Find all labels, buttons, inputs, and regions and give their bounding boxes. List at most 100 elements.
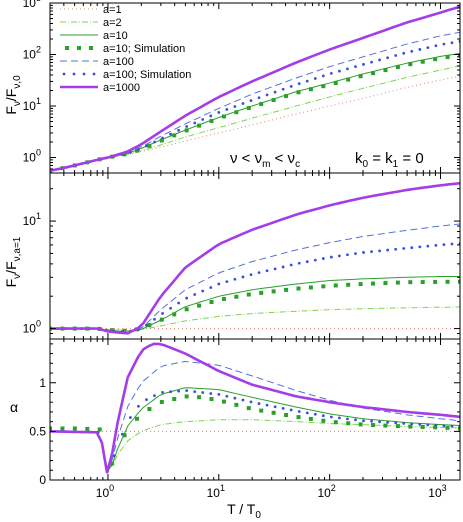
legend-swatch-a-100-simulation bbox=[82, 72, 86, 76]
marker-a-100-simulation-bottom-42 bbox=[386, 420, 390, 424]
marker-a-100-simulation-middle-26 bbox=[257, 271, 261, 275]
marker-a-100-simulation-bottom-40 bbox=[370, 419, 373, 423]
marker-a-100-simulation-top-20 bbox=[209, 114, 213, 118]
marker-a-10-simulation-bottom-5 bbox=[110, 461, 115, 466]
marker-a-100-simulation-middle-33 bbox=[313, 258, 317, 262]
marker-a-100-simulation-bottom-8 bbox=[112, 454, 116, 458]
legend-swatch-a-10-simulation bbox=[89, 46, 93, 50]
marker-a-10-simulation-middle-6 bbox=[122, 328, 127, 333]
marker-a-10-simulation-middle-32 bbox=[445, 279, 450, 284]
marker-a-100-simulation-top-27 bbox=[265, 93, 269, 97]
marker-a-10-simulation-middle-27 bbox=[383, 281, 388, 286]
marker-a-10-simulation-top-24 bbox=[346, 77, 351, 82]
marker-a-100-simulation-middle-20 bbox=[209, 286, 213, 289]
marker-a-100-simulation-top-18 bbox=[193, 121, 197, 125]
marker-a-100-simulation-top-39 bbox=[362, 62, 365, 66]
marker-a-100-simulation-bottom-50 bbox=[450, 424, 454, 428]
marker-a-100-simulation-bottom-33 bbox=[313, 412, 317, 416]
ytick-label-bottom-2: 1 bbox=[39, 376, 46, 390]
middle-ylabel: Fν/Fν,a=1 bbox=[3, 236, 23, 287]
series-a-2-top bbox=[50, 65, 460, 172]
marker-a-100-simulation-bottom-9 bbox=[120, 432, 124, 436]
ytick-label-middle-0: 100 bbox=[23, 319, 41, 336]
marker-a-10-simulation-top-16 bbox=[246, 106, 251, 111]
marker-a-100-simulation-top-16 bbox=[177, 128, 181, 132]
marker-a-100-simulation-bottom-37 bbox=[346, 417, 349, 421]
marker-a-10-simulation-top-11 bbox=[184, 128, 189, 133]
panel-middle-plot bbox=[50, 181, 460, 335]
marker-a-10-simulation-bottom-18 bbox=[271, 410, 276, 415]
marker-a-10-simulation-top-27 bbox=[383, 68, 388, 73]
legend-label-a-10-simulation: a=10; Simulation bbox=[103, 43, 185, 55]
marker-a-100-simulation-bottom-45 bbox=[410, 422, 414, 426]
panel-middle-frame bbox=[49, 172, 461, 340]
marker-a-100-simulation-middle-14 bbox=[161, 312, 164, 315]
marker-a-100-simulation-middle-17 bbox=[185, 296, 189, 300]
marker-a-100-simulation-middle-36 bbox=[338, 254, 341, 258]
marker-a-100-simulation-middle-47 bbox=[426, 244, 430, 248]
marker-a-100-simulation-bottom-16 bbox=[177, 389, 181, 393]
marker-a-100-simulation-top-44 bbox=[402, 51, 406, 55]
marker-a-10-simulation-middle-28 bbox=[395, 280, 400, 285]
marker-a-10-simulation-top-8 bbox=[147, 143, 152, 148]
marker-a-10-simulation-bottom-10 bbox=[172, 397, 177, 402]
marker-a-100-simulation-bottom-29 bbox=[281, 406, 285, 410]
marker-a-10-simulation-middle-23 bbox=[333, 283, 338, 288]
marker-a-100-simulation-middle-41 bbox=[378, 249, 382, 253]
marker-a-100-simulation-middle-49 bbox=[442, 243, 446, 247]
marker-a-10-simulation-middle-9 bbox=[159, 317, 164, 322]
legend-swatch-a-100-simulation bbox=[62, 72, 66, 76]
marker-a-10-simulation-top-25 bbox=[358, 74, 363, 79]
marker-a-100-simulation-middle-38 bbox=[354, 252, 357, 255]
panel-bottom-frame bbox=[49, 338, 461, 481]
marker-a-100-simulation-middle-45 bbox=[410, 246, 414, 250]
marker-a-10-simulation-middle-21 bbox=[308, 285, 313, 290]
marker-a-10-simulation-bottom-22 bbox=[321, 418, 326, 423]
marker-a-100-simulation-top-26 bbox=[257, 96, 261, 100]
marker-a-10-simulation-middle-33 bbox=[458, 279, 460, 284]
marker-a-100-simulation-top-24 bbox=[241, 102, 245, 105]
xtick-label-1: 101 bbox=[207, 483, 225, 500]
marker-a-10-simulation-top-15 bbox=[234, 110, 239, 115]
marker-a-10-simulation-middle-15 bbox=[234, 294, 239, 299]
ytick-label-top-1: 101 bbox=[23, 96, 41, 113]
marker-a-100-simulation-middle-40 bbox=[370, 250, 373, 254]
annotation-regime: ν < νm < νc bbox=[230, 150, 300, 170]
legend-label-a-100-simulation: a=100; Simulation bbox=[103, 69, 191, 81]
marker-a-10-simulation-bottom-6 bbox=[122, 433, 127, 438]
marker-a-100-simulation-middle-30 bbox=[289, 263, 293, 267]
marker-a-10-simulation-top-19 bbox=[284, 94, 289, 99]
xtick-label-0: 100 bbox=[96, 483, 114, 500]
marker-a-100-simulation-bottom-20 bbox=[209, 392, 213, 395]
marker-a-10-simulation-middle-13 bbox=[209, 299, 214, 304]
ytick-label-bottom-1: 0.5 bbox=[29, 424, 46, 438]
marker-a-100-simulation-top-37 bbox=[346, 67, 349, 71]
marker-a-10-simulation-top-6 bbox=[122, 152, 127, 157]
marker-a-100-simulation-bottom-48 bbox=[434, 423, 438, 427]
marker-a-10-simulation-bottom-32 bbox=[445, 425, 450, 430]
marker-a-100-simulation-top-31 bbox=[297, 82, 301, 86]
marker-a-100-simulation-top-15 bbox=[169, 132, 172, 136]
marker-a-10-simulation-bottom-23 bbox=[333, 420, 338, 425]
marker-a-100-simulation-bottom-39 bbox=[362, 419, 365, 423]
marker-a-100-simulation-bottom-21 bbox=[217, 393, 221, 396]
marker-a-100-simulation-bottom-11 bbox=[137, 404, 140, 408]
marker-a-100-simulation-middle-12 bbox=[145, 323, 148, 327]
marker-a-100-simulation-bottom-13 bbox=[153, 394, 156, 398]
legend-swatch-a-10-simulation bbox=[65, 46, 69, 50]
ytick-label-bottom-0: 0 bbox=[39, 473, 46, 487]
marker-a-10-simulation-bottom-17 bbox=[259, 408, 264, 413]
marker-a-10-simulation-middle-14 bbox=[221, 296, 226, 301]
marker-a-10-simulation-top-30 bbox=[420, 59, 425, 64]
marker-a-100-simulation-middle-42 bbox=[386, 248, 390, 252]
marker-a-10-simulation-middle-29 bbox=[408, 280, 413, 285]
top-ylabel: Fν/Fν,0 bbox=[3, 75, 23, 115]
marker-a-10-simulation-middle-19 bbox=[284, 287, 289, 292]
marker-a-10-simulation-bottom-15 bbox=[234, 402, 239, 407]
marker-a-10-simulation-bottom-28 bbox=[395, 424, 400, 429]
marker-a-10-simulation-middle-31 bbox=[433, 279, 438, 284]
marker-a-10-simulation-top-20 bbox=[296, 90, 301, 95]
marker-a-100-simulation-middle-29 bbox=[281, 265, 285, 269]
marker-a-100-simulation-bottom-30 bbox=[289, 408, 293, 412]
